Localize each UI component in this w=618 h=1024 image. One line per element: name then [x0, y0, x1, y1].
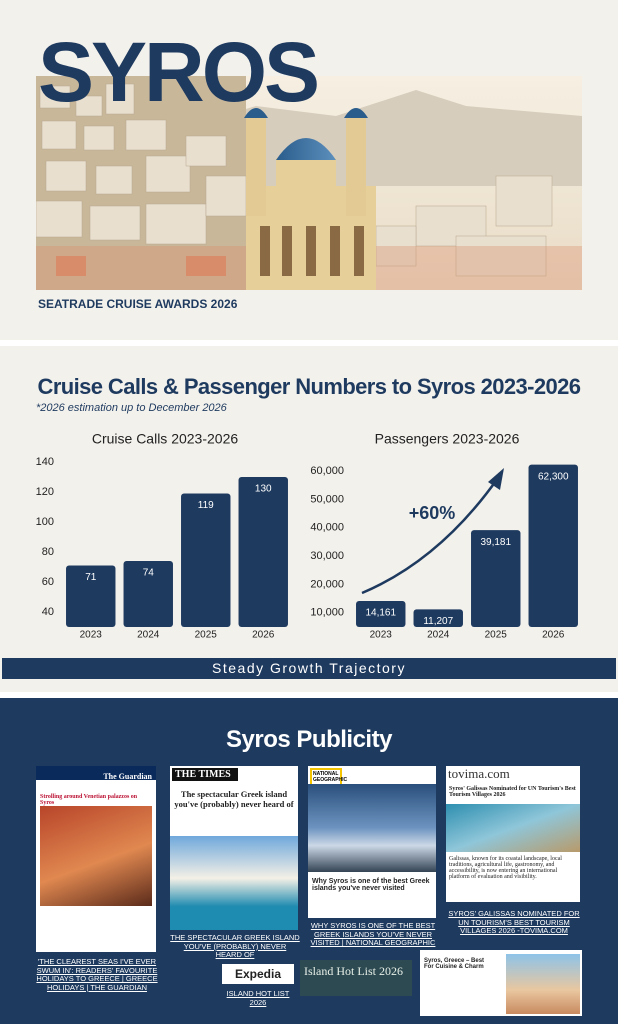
- stats-section: Cruise Calls & Passenger Numbers to Syro…: [0, 346, 618, 692]
- y-tick-label: 30,000: [310, 550, 344, 562]
- card-logo: THE TIMES: [172, 768, 238, 781]
- estimation-note: *2026 estimation up to December 2026: [36, 402, 227, 414]
- bar: [123, 561, 173, 627]
- value-label: 39,181: [480, 537, 511, 548]
- card-headline: The spectacular Greek island you've (pro…: [174, 789, 294, 809]
- card-headline: Syros' Galissas Nominated for UN Tourism…: [449, 786, 576, 798]
- y-tick-label: 10,000: [310, 607, 344, 619]
- card-photo: [506, 954, 580, 1014]
- chart-title: Cruise Calls 2023-2026: [92, 431, 239, 447]
- x-tick-label: 2024: [427, 630, 450, 641]
- article-link[interactable]: SYROS' GALISSAS NOMINATED FOR UN TOURISM…: [448, 909, 580, 936]
- hero-section: SYROS SEATRADE CRUISE AWARDS 2026: [0, 0, 618, 340]
- card-photo: [170, 836, 298, 930]
- card-headline: Why Syros is one of the best Greek islan…: [312, 878, 430, 892]
- y-tick-label: 80: [42, 546, 54, 558]
- arrow-head: [488, 468, 504, 490]
- card-bar: The Guardian: [36, 766, 156, 781]
- publicity-title: Syros Publicity: [226, 726, 392, 753]
- x-tick-label: 2023: [370, 630, 393, 641]
- card-body: Galissas, known for its coastal landscap…: [449, 856, 562, 880]
- value-label: 74: [143, 568, 155, 579]
- bar: [471, 530, 521, 627]
- x-tick-label: 2026: [252, 630, 275, 641]
- bar: [181, 493, 231, 627]
- y-tick-label: 40: [42, 606, 54, 618]
- card-headline: Syros, Greece – Best For Cuisine & Charm: [424, 958, 485, 970]
- hero-image: [36, 76, 582, 290]
- publicity-section: Syros Publicity The Guardian Strolling a…: [0, 698, 618, 1024]
- article-link[interactable]: ISLAND HOT LIST 2026: [226, 989, 290, 1007]
- x-tick-label: 2025: [195, 630, 218, 641]
- hot-list-card: Island Hot List 2026: [300, 960, 412, 996]
- article-link[interactable]: THE SPECTACULAR GREEK ISLAND YOU'VE (PRO…: [170, 933, 300, 960]
- charts: Cruise Calls 2023-2026 40 60 80 100 120 140 71 2…: [36, 431, 578, 641]
- main-title: SYROS: [38, 25, 320, 119]
- bar: [528, 464, 578, 627]
- card-photo: [308, 784, 436, 872]
- growth-banner: Steady Growth Trajectory: [2, 658, 616, 679]
- x-tick-label: 2023: [80, 630, 103, 641]
- y-tick-label: 100: [36, 516, 54, 528]
- value-label: 14,161: [365, 608, 396, 619]
- y-tick-label: 120: [36, 486, 54, 498]
- card-headline: Strolling around Venetian palazzos on Sy…: [40, 794, 138, 806]
- expedia-logo: Expedia: [222, 964, 294, 984]
- value-label: 130: [255, 484, 272, 495]
- value-label: 119: [198, 500, 214, 511]
- card-photo: [40, 806, 152, 906]
- value-label: 11,207: [423, 616, 453, 627]
- annotation: +60%: [409, 503, 456, 523]
- section-title: Cruise Calls & Passenger Numbers to Syro…: [37, 374, 582, 399]
- value-label: 71: [85, 572, 97, 583]
- y-tick-label: 50,000: [310, 493, 344, 505]
- value-label: 62,300: [538, 471, 569, 482]
- bar: [238, 477, 288, 627]
- y-tick-label: 60: [42, 576, 54, 588]
- bar: [66, 565, 116, 627]
- guardian-card: The Guardian Strolling around Venetian p…: [36, 766, 156, 952]
- card-logo: The Guardian: [103, 772, 152, 781]
- article-link[interactable]: WHY SYROS IS ONE OF THE BEST GREEK ISLAN…: [310, 921, 436, 948]
- tovima-card: tovima.com Syros' Galissas Nominated for…: [446, 766, 580, 902]
- cuisine-card: Syros, Greece – Best For Cuisine & Charm: [420, 950, 582, 1016]
- times-card: THE TIMES The spectacular Greek island y…: [170, 766, 298, 930]
- card-logo: tovima.com: [446, 766, 580, 782]
- bar: [356, 601, 406, 627]
- growth-arrow: [361, 477, 500, 595]
- bar: [413, 609, 463, 627]
- y-tick-label: 60,000: [310, 465, 344, 477]
- x-tick-label: 2024: [137, 630, 160, 641]
- card-photo: [446, 804, 580, 852]
- y-tick-label: 140: [36, 456, 54, 468]
- article-link[interactable]: 'THE CLEAREST SEAS I'VE EVER SWUM IN': R…: [36, 957, 158, 992]
- natgeo-card: NATIONAL GEOGRAPHIC Why Syros is one of …: [308, 766, 436, 918]
- y-tick-label: 20,000: [310, 578, 344, 590]
- y-tick-label: 40,000: [310, 522, 344, 534]
- x-tick-label: 2025: [485, 630, 508, 641]
- chart-title: Passengers 2023-2026: [375, 431, 520, 447]
- award-subtitle: SEATRADE CRUISE AWARDS 2026: [38, 297, 238, 311]
- x-tick-label: 2026: [542, 630, 565, 641]
